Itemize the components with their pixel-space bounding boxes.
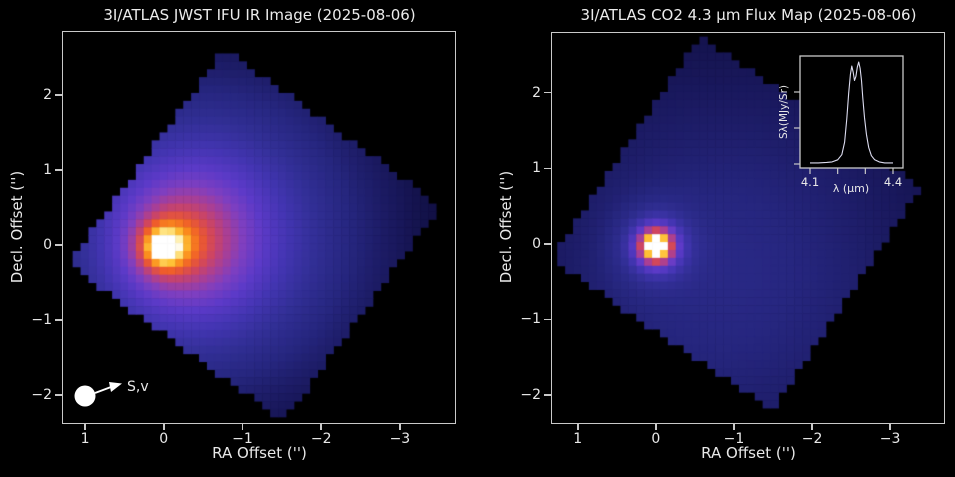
right-y-tick-mark [543, 243, 551, 245]
right-y-tick-label: 0 [532, 235, 541, 252]
left-y-tick-mark [54, 94, 62, 96]
inset-x-tick-label-low: 4.1 [801, 175, 819, 189]
right-y-tick-label: 2 [532, 84, 541, 101]
right-plot-title: 3I/ATLAS CO2 4.3 µm Flux Map (2025-08-06… [580, 6, 917, 24]
inset-spectrum: 4.1 4.4 λ (µm) Sλ(MJy/Sr) [778, 55, 904, 195]
inset-frame [799, 55, 904, 169]
right-x-tick-label: −2 [801, 431, 823, 447]
sun-velocity-marker: S,v [74, 379, 149, 407]
left-x-tick-mark [241, 423, 244, 430]
right-y-tick-mark [543, 167, 551, 170]
left-plot-area: S,v 1 0 −1 −2 −3 2 1 0 −1 −2 [31, 31, 456, 447]
left-y-tick-label: 2 [43, 87, 52, 104]
inset-x-tick-label-high: 4.4 [884, 175, 902, 189]
left-x-tick-label: −2 [310, 431, 332, 447]
left-x-tick-label: −1 [232, 431, 253, 447]
inset-tick-marks [794, 91, 894, 174]
right-x-tick-label: −1 [723, 431, 745, 447]
right-x-tick-mark [733, 423, 735, 430]
right-x-axis-label: RA Offset ('') [701, 444, 796, 462]
left-y-tick-mark [54, 244, 62, 246]
right-x-tick-mark [889, 423, 891, 430]
left-x-tick-label: −3 [389, 431, 411, 447]
left-x-tick-mark [84, 423, 86, 430]
right-y-tick-mark [543, 394, 551, 396]
right-y-axis-label: Decl. Offset ('') [497, 170, 515, 284]
right-y-tick-label: −2 [520, 387, 541, 404]
left-heatmap-canvas [63, 32, 455, 423]
left-y-tick-label: −1 [31, 312, 52, 329]
left-x-tick-mark [163, 423, 165, 430]
left-y-tick-mark [54, 169, 62, 171]
left-plot-title: 3I/ATLAS JWST IFU IR Image (2025-08-06) [103, 6, 416, 24]
left-y-tick-mark [54, 394, 62, 396]
right-x-tick-mark [577, 423, 579, 430]
left-x-tick-label: 1 [80, 431, 90, 447]
right-y-tick-label: 1 [532, 160, 541, 177]
left-x-tick-label: 0 [159, 431, 169, 447]
sun-velocity-arrowhead-icon [109, 382, 122, 392]
left-x-tick-mark [320, 423, 322, 430]
right-x-tick-mark [811, 423, 813, 430]
right-x-tick-label: −3 [879, 431, 901, 447]
right-x-tick-mark [655, 423, 657, 430]
inset-spectrum-line [810, 61, 893, 164]
left-x-tick-mark [399, 423, 401, 430]
right-y-tick-mark [543, 91, 551, 94]
left-y-tick-label: 1 [43, 162, 52, 179]
right-x-tick-label: 1 [573, 431, 583, 447]
left-x-axis-label: RA Offset ('') [212, 444, 307, 462]
left-y-tick-label: −2 [31, 387, 52, 404]
left-y-tick-label: 0 [43, 237, 52, 254]
right-y-tick-mark [543, 318, 551, 321]
inset-y-axis-label: Sλ(MJy/Sr) [778, 85, 790, 139]
left-y-tick-mark [54, 319, 62, 321]
right-x-tick-label: 0 [651, 431, 661, 447]
inset-x-axis-label: λ (µm) [833, 182, 869, 195]
sun-velocity-marker-dot [74, 385, 96, 407]
right-y-tick-label: −1 [520, 311, 541, 328]
sun-velocity-label: S,v [127, 379, 149, 395]
right-plot-area: 4.1 4.4 λ (µm) Sλ(MJy/Sr) 1 0 −1 −2 −3 2 1 0 −1 −… [520, 32, 945, 447]
sun-velocity-arrow [94, 386, 112, 394]
